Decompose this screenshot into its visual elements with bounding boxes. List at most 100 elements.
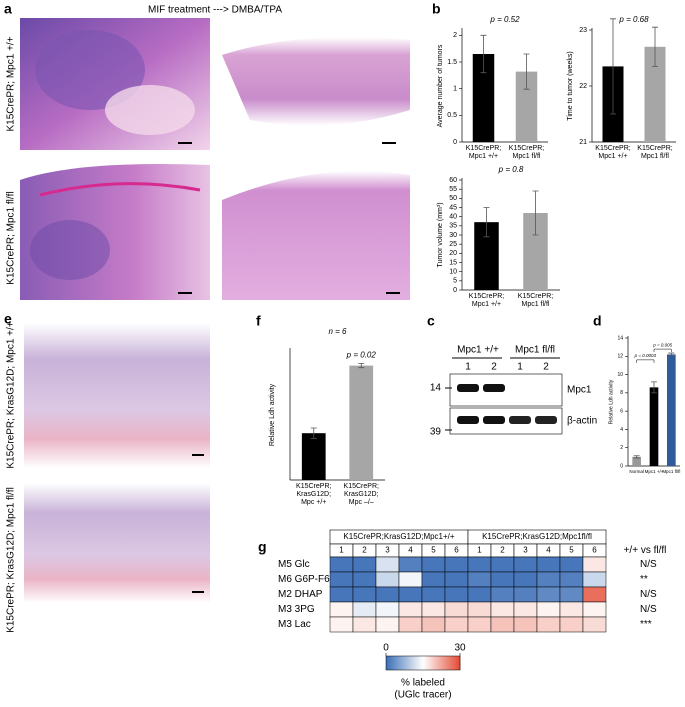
x-tick-label-box: K15CrePR; KrasG12D; Mpc –/– [343,483,379,506]
y-tick-label: 15 [449,259,457,266]
colorbar-segment [387,656,391,670]
y-tick-label: 40 [449,214,457,221]
heatmap-cell [559,571,584,588]
row-label: M2 DHAP [278,589,323,600]
heatmap-cell [490,571,515,588]
significance-bracket [653,348,672,353]
y-tick-label: 6 [620,408,623,414]
colorbar-tick-label: 30 [454,643,466,654]
band-label: β-actin [567,416,597,427]
heatmap-cell [490,586,515,603]
y-tick-label: 10 [449,269,457,276]
colorbar-segment [441,656,444,670]
lane-label: 1 [517,362,523,373]
colorbar-segment [408,656,411,670]
y-tick-label: 8 [620,390,623,396]
colorbar-segment [458,656,461,670]
colorbar-label: % labeled [401,678,445,689]
significance-label: N/S [640,589,657,600]
bar [667,354,676,466]
bar [349,365,374,480]
heatmap-cell [444,616,469,633]
heatmap-cell [467,556,492,573]
panel-label: a [4,1,12,17]
y-tick-label: 22 [579,83,587,90]
heatmap-cell [329,586,354,603]
colorbar-segment [437,656,441,670]
bar [301,433,326,480]
column-label: 3 [385,546,390,555]
marker-label: 39 [430,427,442,438]
heatmap-cell [536,586,561,603]
heatmap-cell [329,556,354,573]
heatmap-cell [352,586,377,603]
y-tick-label: 0.5 [447,112,457,119]
row-label: K15CrePR; Mpc1 fl/fl [6,191,17,284]
heatmap-cell [398,571,423,588]
x-tick-label: K15CrePR; KrasG12D; Mpc –/– [343,483,379,506]
x-tick-label: K15CrePR; Mpc1 +/+ [465,145,502,160]
x-tick-label-box: K15CrePR; Mpc1 fl/fl [517,293,554,308]
group-label: Mpc1 +/+ [457,345,499,356]
colorbar-segment [389,656,392,670]
error-bar [358,363,365,369]
panel-label: e [4,311,12,327]
column-label: 5 [431,546,436,555]
x-tick-label: K15CrePR; Mpc1 fl/fl [508,145,545,160]
y-axis-label: Tumor volume (mm³) [437,202,444,267]
heatmap-cell [444,571,469,588]
significance-label: ** [640,574,648,585]
y-tick-label: 12 [617,354,623,360]
lane-label: 2 [491,362,497,373]
x-tick-label: K15CrePR; Mpc1 fl/fl [517,293,554,308]
y-tick-label: 55 [449,186,457,193]
x-tick-label-box: K15CrePR; Mpc1 +/+ [465,145,502,160]
colorbar-segment [411,656,415,670]
column-label: 5 [569,546,574,555]
y-tick-label: 45 [449,204,457,211]
significance-label: N/S [640,604,657,615]
heatmap-cell [513,601,538,618]
heatmap-cell [582,601,607,618]
heatmap-cell [352,556,377,573]
heatmap-cell [444,556,469,573]
heatmap-cell [329,601,354,618]
heatmap-cell [421,601,446,618]
panel-label: b [432,1,441,17]
heatmap-cell [536,601,561,618]
y-tick-label: 35 [449,223,457,230]
colorbar-segment [447,656,450,670]
p-value: p = 0.0003 [634,353,657,358]
row-label: M3 Lac [278,619,311,630]
colorbar-tick-label: 0 [383,643,389,654]
column-label: 2 [500,546,505,555]
y-axis-label: Average number of tumors [437,44,444,127]
panel-label: g [258,539,267,555]
panel-label: c [427,313,435,329]
heatmap-cell [490,601,515,618]
colorbar-segment [402,656,405,670]
x-tick-label: Mpc1 fl/fl [662,469,680,474]
colorbar-segment [417,656,420,670]
heatmap-cell [536,616,561,633]
x-tick-label-box: K15CrePR; Mpc1 +/+ [595,145,630,160]
heatmap-cell [536,571,561,588]
heatmap-cell [467,586,492,603]
x-tick-label: Normal [629,469,644,474]
bar [649,387,659,466]
heatmap-cell [398,601,423,618]
x-tick-label: K15CrePR; KrasG12D; Mpc +/+ [296,483,332,506]
y-tick-label: 60 [449,177,457,184]
y-tick-label: 23 [579,27,587,34]
p-value: p = 0.8 [498,165,524,174]
colorbar-segment [410,656,413,670]
column-label: 4 [408,546,413,555]
colorbar-segment [443,656,446,670]
colorbar-label: (UGlc tracer) [394,690,451,701]
y-tick-label: 5 [453,278,457,285]
lane-label: 2 [543,362,549,373]
heatmap-cell [375,616,400,633]
row-label: K15CrePR; Mpc1 +/+ [6,36,17,131]
y-tick-label: 1.5 [447,59,457,66]
group-label: Mpc1 fl/fl [515,345,555,356]
